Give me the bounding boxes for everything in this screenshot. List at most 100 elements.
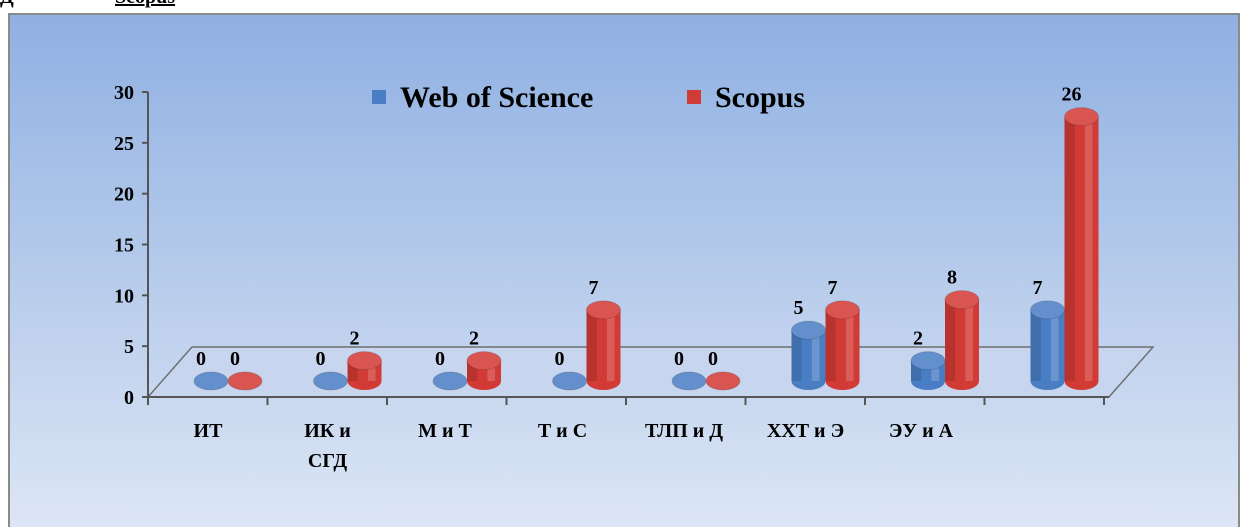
x-category-label: ТЛП и Д <box>645 420 723 442</box>
bar-top <box>347 351 382 371</box>
bar-highlight <box>367 360 376 381</box>
y-tick-label: 0 <box>124 387 134 409</box>
x-category-label: ИТ <box>194 420 224 442</box>
chart-floor <box>146 346 1155 398</box>
bar-top-highlight <box>347 351 382 370</box>
data-label: 0 <box>674 348 684 370</box>
bar-highlight <box>487 360 496 381</box>
bar-top-highlight <box>194 372 228 390</box>
bar-base <box>911 372 945 390</box>
x-axis: ИТ ИК и СГД М и Т Т и С ТЛП и Д ХХТ и Э ЭУ и А <box>147 396 1109 472</box>
bar-highlight <box>1050 309 1059 381</box>
bar-top <box>586 300 621 320</box>
bar-top-highlight <box>586 300 621 319</box>
bar <box>466 351 502 390</box>
y-tick-label: 20 <box>114 184 134 206</box>
y-tick-label: 15 <box>114 235 134 257</box>
bar-top <box>825 300 860 320</box>
bar-highlight <box>965 299 974 381</box>
data-label: 7 <box>1033 277 1043 299</box>
bar-base <box>945 372 979 390</box>
bar <box>1030 300 1065 390</box>
bar-base <box>467 372 501 390</box>
data-label: 2 <box>913 328 923 350</box>
bar-highlight <box>1084 116 1093 382</box>
legend: Web of Science Scopus <box>372 81 805 114</box>
legend-label: Web of Science <box>400 81 593 114</box>
data-label: 7 <box>828 277 838 299</box>
bar-shade <box>1064 116 1075 382</box>
data-label: 0 <box>555 348 565 370</box>
bar-base <box>347 372 382 390</box>
y-axis: 0 5 10 15 20 25 30 <box>114 82 149 409</box>
bar <box>347 351 382 390</box>
bar-top-highlight <box>1030 300 1065 319</box>
bar-top-highlight <box>791 321 826 340</box>
bar-shade <box>791 330 802 381</box>
bar <box>671 371 707 391</box>
bar-highlight <box>606 309 615 381</box>
floor-plane <box>146 346 1155 398</box>
bar-base <box>1030 372 1065 390</box>
bar-base <box>791 372 826 390</box>
bar-highlight <box>931 360 940 381</box>
bar <box>1064 107 1099 390</box>
bar-top-highlight <box>706 372 740 390</box>
bar <box>227 371 263 391</box>
x-category-label: ЭУ и А <box>889 420 954 442</box>
bar-top-highlight <box>1064 107 1099 126</box>
bar-top-highlight <box>552 372 587 390</box>
bar-top-highlight <box>433 372 467 390</box>
bar-shade <box>347 360 358 381</box>
bar-top <box>466 351 502 371</box>
data-label: 0 <box>435 348 445 370</box>
bar-top-highlight <box>467 351 501 370</box>
bar <box>791 320 826 390</box>
bar-body <box>945 299 979 381</box>
x-category-label: М и Т <box>418 420 472 442</box>
bar <box>432 371 468 391</box>
chart-area-background <box>8 13 1240 527</box>
bar <box>313 371 348 391</box>
bar-shade <box>945 299 956 381</box>
x-category-label: ИК и <box>304 420 351 442</box>
bar-shade <box>586 309 597 381</box>
x-category-label: ХХТ и Э <box>767 420 844 442</box>
bar-top <box>944 290 980 310</box>
bar-highlight <box>811 330 820 381</box>
legend-swatch <box>687 90 701 104</box>
top-caption-underlined: Scopus <box>115 0 175 9</box>
bar-highlight <box>845 309 854 381</box>
y-tick-label: 25 <box>114 133 134 155</box>
data-label: 2 <box>350 328 360 350</box>
bar-top-highlight <box>228 372 262 390</box>
bar <box>193 371 229 391</box>
data-label: 7 <box>589 277 599 299</box>
y-tick-label: 30 <box>114 82 134 104</box>
y-tick-label: 5 <box>124 336 134 358</box>
legend-swatch <box>372 90 386 104</box>
data-label: 0 <box>708 348 718 370</box>
bars <box>193 107 1099 391</box>
x-category-label: СГД <box>308 450 347 472</box>
bar-top-highlight <box>825 300 860 319</box>
y-tick-label: 10 <box>114 285 134 307</box>
bar <box>944 290 980 390</box>
data-label: 0 <box>196 348 206 370</box>
data-label: 0 <box>316 348 326 370</box>
legend-label: Scopus <box>715 81 805 114</box>
bar-body <box>1064 116 1099 382</box>
bar-body <box>586 309 621 381</box>
bar-top-highlight <box>945 290 979 309</box>
bar-top-highlight <box>911 351 945 370</box>
bar-base <box>825 372 860 390</box>
bar-top-highlight <box>672 372 706 390</box>
top-caption-lead: Д <box>0 0 14 9</box>
data-label: 5 <box>794 297 804 319</box>
bar-base <box>1064 372 1099 390</box>
bar <box>705 371 741 391</box>
bar-top <box>227 371 263 391</box>
data-label: 0 <box>230 348 240 370</box>
data-label: 8 <box>947 267 957 289</box>
